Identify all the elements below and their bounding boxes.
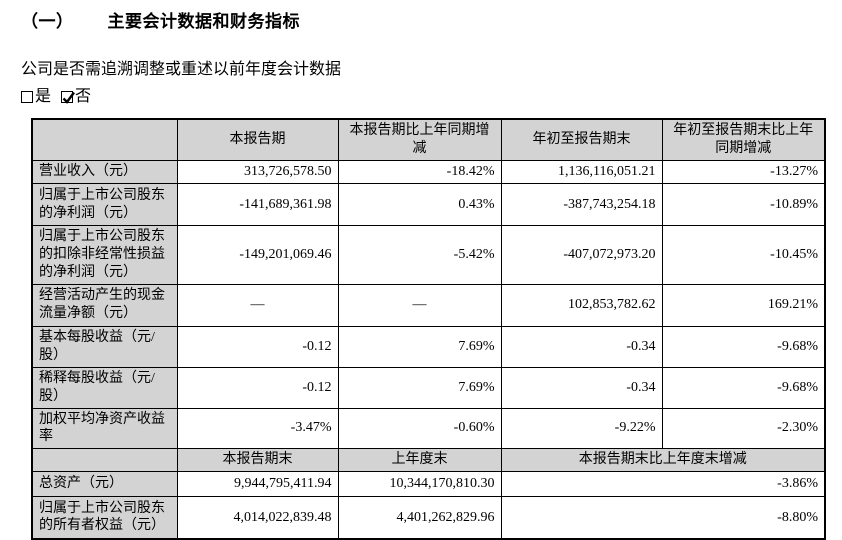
table-cell: -149,201,069.46 — [176, 225, 339, 285]
column-header-end-of-period: 本报告期末 — [176, 448, 339, 473]
table-cell: 7.69% — [337, 325, 502, 368]
table-cell: 4,401,262,829.96 — [337, 496, 502, 540]
table-cell: -5.42% — [337, 225, 502, 285]
table-row-total-assets: 总资产（元） 9,944,795,411.94 10,344,170,810.3… — [31, 471, 826, 498]
table-row-net-profit-excl-nonrecurring: 归属于上市公司股东的扣除非经常性损益的净利润（元） -149,201,069.4… — [31, 225, 826, 285]
row-label: 总资产（元） — [31, 471, 178, 498]
restatement-question: 公司是否需追溯调整或重述以前年度会计数据 — [21, 60, 342, 78]
column-header-empty — [31, 118, 178, 162]
table-cell: -0.12 — [176, 366, 339, 409]
table-cell: 4,014,022,839.48 — [176, 496, 339, 540]
financial-indicators-table: 本报告期 本报告期比上年同期增减 年初至报告期末 年初至报告期末比上年同期增减 … — [31, 118, 826, 540]
checkbox-no-checked[interactable] — [61, 91, 75, 105]
checkbox-yes-label: 是 — [35, 88, 52, 106]
table-cell: -141,689,361.98 — [176, 183, 339, 227]
table-cell: 169.21% — [661, 283, 826, 327]
row-label: 归属于上市公司股东的净利润（元） — [31, 183, 178, 227]
table-cell: 10,344,170,810.30 — [337, 471, 502, 498]
column-header-ytd: 年初至报告期末 — [500, 118, 663, 162]
table-row-equity-attributable-to-shareholders: 归属于上市公司股东的所有者权益（元） 4,014,022,839.48 4,40… — [31, 496, 826, 540]
table-cell: -0.60% — [337, 407, 502, 450]
table-row-operating-revenue: 营业收入（元） 313,726,578.50 -18.42% 1,136,116… — [31, 160, 826, 185]
column-header-empty — [31, 448, 178, 473]
table-row-weighted-avg-roe: 加权平均净资产收益率 -3.47% -0.60% -9.22% -2.30% — [31, 407, 826, 450]
table-cell: -9.68% — [661, 366, 826, 409]
table-header-row-period: 本报告期 本报告期比上年同期增减 年初至报告期末 年初至报告期末比上年同期增减 — [31, 118, 826, 162]
column-header-current-period: 本报告期 — [176, 118, 339, 162]
column-header-end-of-prior-year: 上年度末 — [337, 448, 502, 473]
option-no: 否 — [61, 89, 91, 105]
table-cell: 0.43% — [337, 183, 502, 227]
table-cell: -0.12 — [176, 325, 339, 368]
table-cell: -2.30% — [661, 407, 826, 450]
table-cell: 7.69% — [337, 366, 502, 409]
column-header-change-vs-prior-year-end: 本报告期末比上年度末增减 — [500, 448, 826, 473]
checkbox-yes-unchecked[interactable] — [21, 91, 33, 104]
table-cell: -3.86% — [500, 471, 826, 498]
row-label: 加权平均净资产收益率 — [31, 407, 178, 450]
table-cell: -13.27% — [661, 160, 826, 185]
table-header-row-period-end: 本报告期末 上年度末 本报告期末比上年度末增减 — [31, 448, 826, 473]
table-cell: 1,136,116,051.21 — [500, 160, 663, 185]
table-cell: -0.34 — [500, 325, 663, 368]
row-label: 归属于上市公司股东的扣除非经常性损益的净利润（元） — [31, 225, 178, 285]
table-cell: 102,853,782.62 — [500, 283, 663, 327]
column-header-period-yoy-change: 本报告期比上年同期增减 — [337, 118, 502, 162]
table-cell: 313,726,578.50 — [176, 160, 339, 185]
table-cell: -18.42% — [337, 160, 502, 185]
check-icon — [62, 92, 75, 105]
table-row-diluted-eps: 稀释每股收益（元/股） -0.12 7.69% -0.34 -9.68% — [31, 366, 826, 409]
table-cell: 9,944,795,411.94 — [176, 471, 339, 498]
row-label: 经营活动产生的现金流量净额（元） — [31, 283, 178, 327]
table-cell: -3.47% — [176, 407, 339, 450]
row-label: 稀释每股收益（元/股） — [31, 366, 178, 409]
restatement-options: 是 否 — [21, 89, 842, 105]
table-cell: -407,072,973.20 — [500, 225, 663, 285]
table-row-operating-cash-flow: 经营活动产生的现金流量净额（元） — — 102,853,782.62 169.… — [31, 283, 826, 327]
table-row-net-profit: 归属于上市公司股东的净利润（元） -141,689,361.98 0.43% -… — [31, 183, 826, 227]
table-cell: -10.45% — [661, 225, 826, 285]
table-cell: — — [176, 283, 339, 327]
table-cell: -9.68% — [661, 325, 826, 368]
option-yes: 是 — [21, 89, 51, 105]
section-heading-number: （一） — [21, 12, 74, 31]
row-label: 基本每股收益（元/股） — [31, 325, 178, 368]
table-cell: -9.22% — [500, 407, 663, 450]
section-heading: （一） 主要会计数据和财务指标 — [21, 13, 842, 31]
table-cell: -8.80% — [500, 496, 826, 540]
table-cell: -0.34 — [500, 366, 663, 409]
row-label: 归属于上市公司股东的所有者权益（元） — [31, 496, 178, 540]
table-cell: — — [337, 283, 502, 327]
table-row-basic-eps: 基本每股收益（元/股） -0.12 7.69% -0.34 -9.68% — [31, 325, 826, 368]
checkbox-no-label: 否 — [75, 88, 92, 106]
table-cell: -387,743,254.18 — [500, 183, 663, 227]
section-heading-text: 主要会计数据和财务指标 — [107, 12, 300, 31]
table-cell: -10.89% — [661, 183, 826, 227]
column-header-ytd-yoy-change: 年初至报告期末比上年同期增减 — [661, 118, 826, 162]
row-label: 营业收入（元） — [31, 160, 178, 185]
